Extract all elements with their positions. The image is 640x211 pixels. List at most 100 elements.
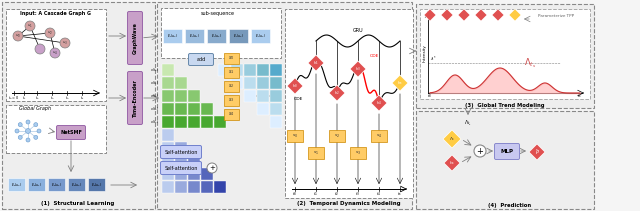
Text: add: add — [196, 57, 205, 62]
FancyBboxPatch shape — [270, 77, 282, 89]
Polygon shape — [392, 75, 408, 91]
Circle shape — [34, 123, 38, 127]
Text: $t_s$: $t_s$ — [577, 92, 582, 100]
Polygon shape — [424, 9, 436, 21]
Text: +: + — [209, 165, 215, 171]
FancyBboxPatch shape — [162, 116, 174, 128]
FancyBboxPatch shape — [495, 143, 520, 160]
FancyBboxPatch shape — [224, 67, 239, 78]
Text: $\hat{P}$: $\hat{P}$ — [534, 147, 540, 157]
FancyBboxPatch shape — [231, 77, 243, 89]
FancyBboxPatch shape — [270, 103, 282, 115]
FancyBboxPatch shape — [329, 130, 345, 142]
Text: $\lambda^*$: $\lambda^*$ — [431, 54, 438, 64]
FancyBboxPatch shape — [229, 29, 248, 43]
Circle shape — [50, 48, 60, 58]
Text: $t_0$: $t_0$ — [292, 190, 298, 198]
Text: $t_3$: $t_3$ — [355, 190, 360, 198]
FancyBboxPatch shape — [161, 8, 281, 58]
FancyBboxPatch shape — [285, 9, 413, 198]
FancyBboxPatch shape — [224, 95, 239, 106]
FancyBboxPatch shape — [48, 178, 65, 191]
Text: $h_4$: $h_4$ — [376, 99, 382, 107]
Text: $x(t_2)$: $x(t_2)$ — [150, 92, 159, 100]
FancyBboxPatch shape — [218, 64, 230, 76]
FancyBboxPatch shape — [189, 54, 214, 65]
Text: $\Lambda_{t_s}$: $\Lambda_{t_s}$ — [464, 118, 472, 128]
FancyBboxPatch shape — [175, 77, 187, 89]
Text: $t_4$: $t_4$ — [65, 94, 69, 102]
Circle shape — [474, 145, 486, 157]
Polygon shape — [475, 9, 487, 21]
Text: $t_s$: $t_s$ — [80, 94, 84, 102]
Polygon shape — [329, 85, 345, 101]
Text: $\Lambda_s$: $\Lambda_s$ — [449, 135, 455, 143]
Text: ODE: ODE — [293, 97, 303, 101]
Circle shape — [18, 123, 22, 127]
Text: (3)  Global Trend Modeling: (3) Global Trend Modeling — [465, 103, 545, 107]
Circle shape — [13, 31, 23, 41]
Polygon shape — [441, 9, 453, 21]
Text: Self-attention: Self-attention — [164, 150, 198, 154]
FancyBboxPatch shape — [188, 116, 200, 128]
FancyBboxPatch shape — [224, 53, 239, 64]
FancyBboxPatch shape — [207, 29, 226, 43]
Text: $h_s$: $h_s$ — [397, 79, 403, 87]
FancyBboxPatch shape — [188, 90, 200, 102]
FancyBboxPatch shape — [127, 72, 143, 124]
Text: $t_1$: $t_1$ — [314, 190, 319, 198]
Text: $t_4$: $t_4$ — [376, 190, 381, 198]
Text: GRU: GRU — [353, 27, 364, 32]
Text: $h_0$: $h_0$ — [292, 82, 298, 90]
Polygon shape — [529, 144, 545, 160]
FancyBboxPatch shape — [244, 77, 256, 89]
Text: $E_g(u_2)$: $E_g(u_2)$ — [51, 181, 62, 188]
Polygon shape — [458, 9, 470, 21]
Text: $s_1$: $s_1$ — [313, 149, 319, 157]
Text: Input: A Cascade Graph G: Input: A Cascade Graph G — [20, 11, 92, 15]
Text: $x(t_3)$: $x(t_3)$ — [150, 105, 159, 113]
Circle shape — [26, 128, 31, 134]
Text: Parameterize TPP: Parameterize TPP — [538, 14, 574, 18]
FancyBboxPatch shape — [162, 103, 174, 115]
FancyBboxPatch shape — [201, 103, 213, 115]
FancyBboxPatch shape — [270, 90, 282, 102]
Text: $s_1$: $s_1$ — [228, 68, 235, 76]
Circle shape — [35, 44, 45, 54]
FancyBboxPatch shape — [185, 29, 204, 43]
Text: (4)  Prediction: (4) Prediction — [488, 203, 532, 208]
FancyBboxPatch shape — [224, 81, 239, 92]
Text: $E_g(u_3)$: $E_g(u_3)$ — [71, 181, 82, 188]
Polygon shape — [492, 9, 504, 21]
Polygon shape — [350, 61, 366, 77]
Text: (1)  Structural Learning: (1) Structural Learning — [42, 202, 115, 207]
Text: $u_1$: $u_1$ — [27, 22, 33, 30]
Text: $s_3$: $s_3$ — [355, 149, 361, 157]
Text: $x(t_1)$: $x(t_1)$ — [150, 79, 159, 87]
Text: $u_0$: $u_0$ — [15, 32, 21, 40]
FancyBboxPatch shape — [88, 178, 105, 191]
FancyBboxPatch shape — [287, 130, 303, 142]
Text: $s_2$: $s_2$ — [228, 82, 235, 90]
Text: $s_4$: $s_4$ — [376, 132, 382, 140]
FancyBboxPatch shape — [308, 147, 324, 159]
Text: $t_1$: $t_1$ — [22, 94, 26, 102]
Text: $h_1$: $h_1$ — [313, 59, 319, 67]
FancyBboxPatch shape — [201, 181, 213, 193]
FancyBboxPatch shape — [270, 116, 282, 128]
Text: $t_2$: $t_2$ — [35, 94, 39, 102]
FancyBboxPatch shape — [6, 9, 106, 101]
Text: sub-sequence: sub-sequence — [201, 11, 235, 15]
Text: $E_c(u_4)$: $E_c(u_4)$ — [255, 32, 266, 40]
Text: +: + — [477, 146, 483, 156]
Polygon shape — [287, 78, 303, 94]
Circle shape — [15, 129, 19, 133]
Text: Global Graph: Global Graph — [19, 106, 51, 111]
Polygon shape — [444, 155, 460, 171]
Text: MLP: MLP — [500, 149, 513, 154]
Circle shape — [26, 120, 30, 124]
FancyBboxPatch shape — [257, 90, 269, 102]
Polygon shape — [443, 130, 461, 148]
FancyBboxPatch shape — [162, 90, 174, 102]
Circle shape — [207, 163, 217, 173]
